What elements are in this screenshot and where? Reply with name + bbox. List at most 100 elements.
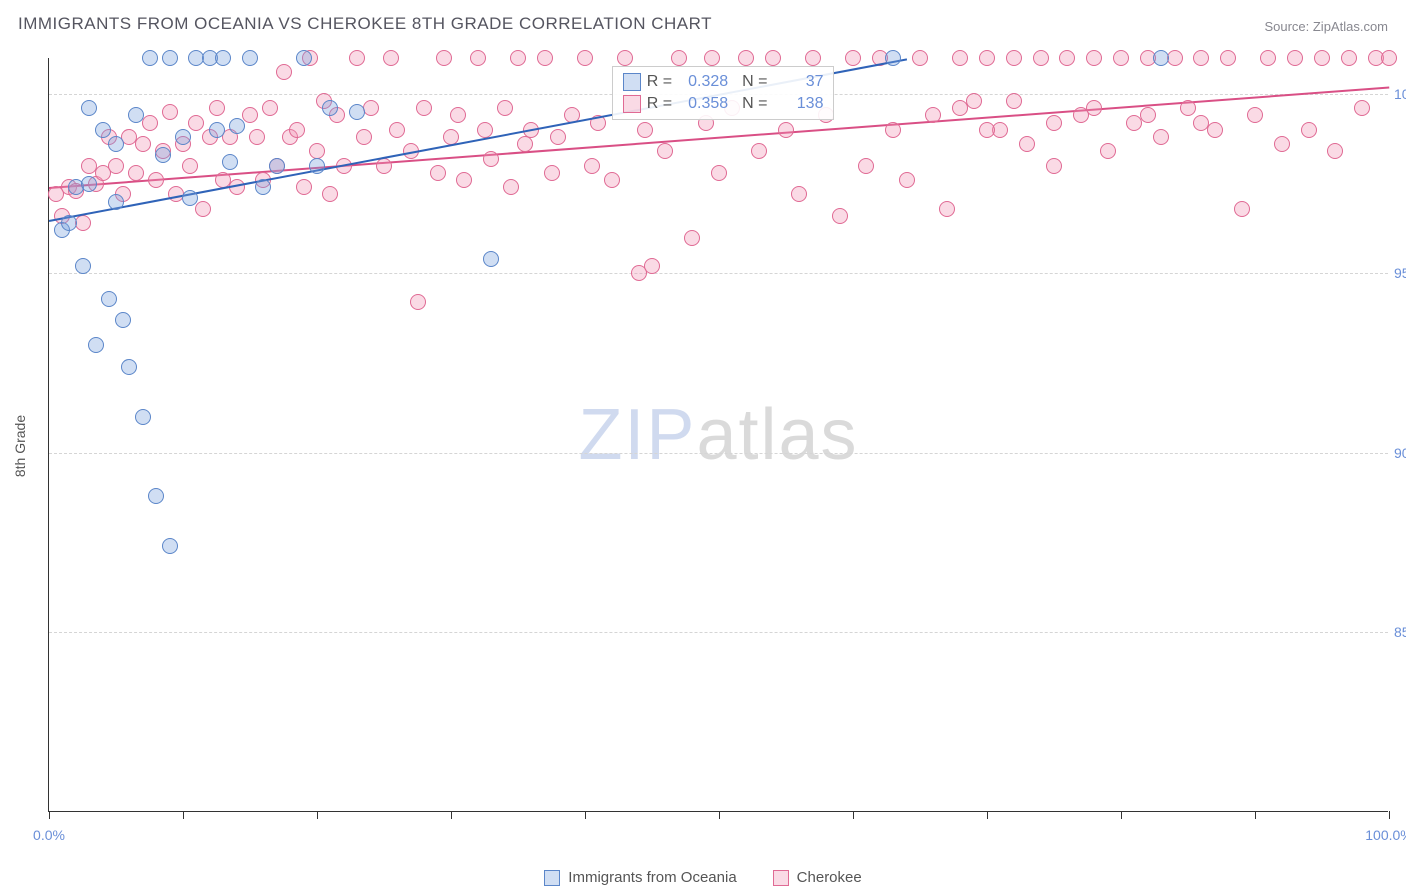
pink-point bbox=[544, 165, 560, 181]
gridline bbox=[49, 453, 1388, 454]
pink-point bbox=[979, 50, 995, 66]
pink-point bbox=[276, 64, 292, 80]
blue-point bbox=[148, 488, 164, 504]
pink-point bbox=[1327, 143, 1343, 159]
plot-area: ZIPatlas 85.0%90.0%95.0%100.0%0.0%100.0%… bbox=[48, 58, 1388, 812]
pink-point bbox=[477, 122, 493, 138]
pink-point bbox=[376, 158, 392, 174]
r-value: 0.358 bbox=[678, 95, 728, 113]
legend-stats-row: R =0.358N =138 bbox=[613, 93, 834, 115]
pink-point bbox=[711, 165, 727, 181]
pink-point bbox=[497, 100, 513, 116]
pink-point bbox=[778, 122, 794, 138]
blue-point bbox=[108, 136, 124, 152]
pink-point bbox=[1006, 93, 1022, 109]
legend-bottom: Immigrants from Oceania Cherokee bbox=[0, 869, 1406, 886]
blue-point bbox=[155, 147, 171, 163]
legend-stats: R =0.328N =37R =0.358N =138 bbox=[612, 66, 835, 120]
blue-point bbox=[182, 190, 198, 206]
pink-point bbox=[1274, 136, 1290, 152]
pink-point bbox=[899, 172, 915, 188]
legend-label: Cherokee bbox=[797, 869, 862, 886]
blue-point bbox=[1153, 50, 1169, 66]
y-tick-label: 100.0% bbox=[1394, 86, 1406, 102]
pink-point bbox=[912, 50, 928, 66]
pink-point bbox=[604, 172, 620, 188]
blue-point bbox=[269, 158, 285, 174]
n-value: 138 bbox=[773, 95, 823, 113]
pink-point bbox=[1006, 50, 1022, 66]
pink-point bbox=[1086, 100, 1102, 116]
pink-point bbox=[108, 158, 124, 174]
pink-point bbox=[1301, 122, 1317, 138]
blue-point bbox=[242, 50, 258, 66]
pink-point bbox=[1220, 50, 1236, 66]
pink-point bbox=[1046, 115, 1062, 131]
pink-point bbox=[858, 158, 874, 174]
blue-point bbox=[162, 538, 178, 554]
pink-point bbox=[1153, 129, 1169, 145]
pink-point bbox=[617, 50, 633, 66]
pink-point bbox=[1287, 50, 1303, 66]
pink-point bbox=[262, 100, 278, 116]
pink-point bbox=[456, 172, 472, 188]
pink-point bbox=[128, 165, 144, 181]
blue-point bbox=[309, 158, 325, 174]
pink-point bbox=[470, 50, 486, 66]
x-tick bbox=[1255, 811, 1256, 819]
blue-point bbox=[229, 118, 245, 134]
pink-point bbox=[1381, 50, 1397, 66]
x-tick bbox=[49, 811, 50, 819]
gridline bbox=[49, 632, 1388, 633]
source-label: Source: ZipAtlas.com bbox=[1264, 19, 1388, 34]
pink-point bbox=[182, 158, 198, 174]
y-tick-label: 95.0% bbox=[1394, 265, 1406, 281]
n-label: N = bbox=[742, 73, 767, 91]
pink-point bbox=[637, 122, 653, 138]
pink-point bbox=[1140, 107, 1156, 123]
pink-point bbox=[805, 50, 821, 66]
x-tick bbox=[853, 811, 854, 819]
chart-title: IMMIGRANTS FROM OCEANIA VS CHEROKEE 8TH … bbox=[18, 14, 712, 34]
blue-point bbox=[115, 312, 131, 328]
pink-point bbox=[249, 129, 265, 145]
pink-point bbox=[503, 179, 519, 195]
blue-point bbox=[88, 337, 104, 353]
pink-point bbox=[363, 100, 379, 116]
legend-item: Immigrants from Oceania bbox=[544, 869, 736, 886]
blue-point bbox=[101, 291, 117, 307]
pink-point bbox=[430, 165, 446, 181]
pink-point bbox=[550, 129, 566, 145]
x-tick bbox=[1389, 811, 1390, 819]
r-label: R = bbox=[647, 95, 672, 113]
pink-point bbox=[1019, 136, 1035, 152]
r-label: R = bbox=[647, 73, 672, 91]
y-tick-label: 90.0% bbox=[1394, 445, 1406, 461]
pink-point bbox=[450, 107, 466, 123]
pink-point bbox=[410, 294, 426, 310]
blue-point bbox=[95, 122, 111, 138]
legend-swatch bbox=[623, 73, 641, 91]
blue-point bbox=[222, 154, 238, 170]
blue-point bbox=[128, 107, 144, 123]
watermark: ZIPatlas bbox=[578, 394, 858, 476]
pink-point bbox=[979, 122, 995, 138]
watermark-zip: ZIP bbox=[578, 395, 696, 475]
pink-point bbox=[517, 136, 533, 152]
y-axis-label: 8th Grade bbox=[12, 415, 28, 477]
x-tick bbox=[987, 811, 988, 819]
title-bar: IMMIGRANTS FROM OCEANIA VS CHEROKEE 8TH … bbox=[0, 0, 1406, 42]
x-tick bbox=[585, 811, 586, 819]
pink-point bbox=[925, 107, 941, 123]
pink-point bbox=[845, 50, 861, 66]
pink-point bbox=[296, 179, 312, 195]
pink-point bbox=[765, 50, 781, 66]
pink-point bbox=[289, 122, 305, 138]
pink-point bbox=[952, 50, 968, 66]
legend-stats-row: R =0.328N =37 bbox=[613, 71, 834, 93]
pink-point bbox=[349, 50, 365, 66]
pink-point bbox=[1100, 143, 1116, 159]
pink-point bbox=[322, 186, 338, 202]
pink-point bbox=[1059, 50, 1075, 66]
pink-point bbox=[195, 201, 211, 217]
